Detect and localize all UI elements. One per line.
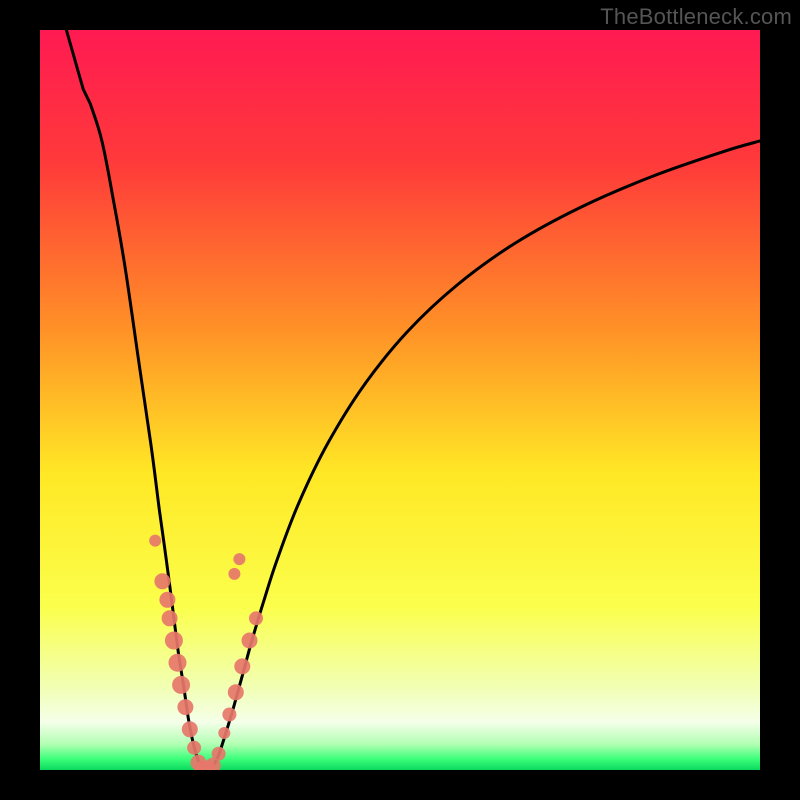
scatter-point — [177, 699, 193, 715]
plot-area-bg — [40, 30, 760, 770]
scatter-point — [222, 708, 236, 722]
scatter-point — [182, 721, 198, 737]
scatter-point — [187, 741, 201, 755]
scatter-point — [149, 535, 161, 547]
scatter-point — [165, 632, 183, 650]
scatter-point — [234, 658, 250, 674]
scatter-point — [162, 610, 178, 626]
scatter-point — [159, 592, 175, 608]
bottleneck-chart: TheBottleneck.com — [0, 0, 800, 800]
scatter-point — [228, 684, 244, 700]
scatter-point — [228, 568, 240, 580]
scatter-point — [172, 676, 190, 694]
scatter-point — [212, 747, 226, 761]
scatter-point — [218, 727, 230, 739]
scatter-point — [169, 654, 187, 672]
scatter-point — [233, 553, 245, 565]
watermark-text: TheBottleneck.com — [600, 4, 792, 30]
scatter-point — [249, 611, 263, 625]
scatter-point — [154, 573, 170, 589]
scatter-point — [242, 633, 258, 649]
chart-svg — [0, 0, 800, 800]
